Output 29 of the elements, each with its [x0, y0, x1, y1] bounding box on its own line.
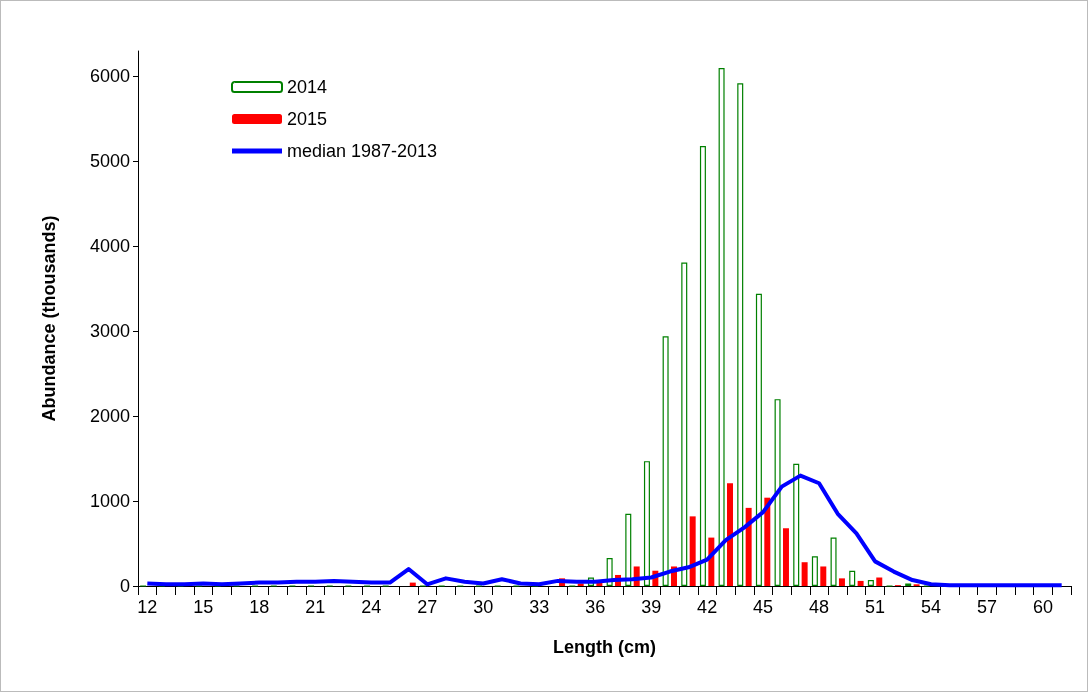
x-tick-label: 51 [865, 597, 886, 617]
x-tick-label: 36 [585, 597, 606, 617]
y-tick-label: 6000 [89, 66, 130, 87]
y-tick-label: 0 [119, 576, 130, 596]
y-axis-title: Abundance (thousands) [39, 215, 59, 422]
x-tick-label: 57 [977, 597, 998, 617]
x-tick-label: 18 [249, 597, 270, 617]
y-tick-label: 5000 [89, 151, 130, 172]
legend-label: 2015 [287, 109, 328, 129]
x-axis-title: Length (cm) [553, 637, 656, 657]
x-tick-label: 48 [809, 597, 830, 617]
x-tick-label: 27 [417, 597, 438, 617]
y-tick-label: 4000 [89, 236, 130, 257]
x-tick-label: 39 [641, 597, 662, 617]
x-tick-label: 33 [529, 597, 550, 617]
y-tick-label: 1000 [89, 491, 130, 512]
x-tick-label: 45 [753, 597, 774, 617]
x-tick-label: 15 [193, 597, 214, 617]
x-tick-label: 24 [361, 597, 382, 617]
x-tick-label: 42 [697, 597, 718, 617]
y-tick-label: 2000 [89, 406, 130, 427]
x-tick-label: 21 [305, 597, 326, 617]
x-tick-label: 12 [137, 597, 158, 617]
x-tick-label: 60 [1032, 597, 1054, 617]
x-tick-label: 54 [921, 597, 942, 617]
y-tick-label: 3000 [89, 321, 130, 342]
legend-label: median 1987-2013 [287, 141, 438, 161]
legend-label: 2014 [287, 77, 328, 97]
x-tick-label: 30 [473, 597, 494, 617]
